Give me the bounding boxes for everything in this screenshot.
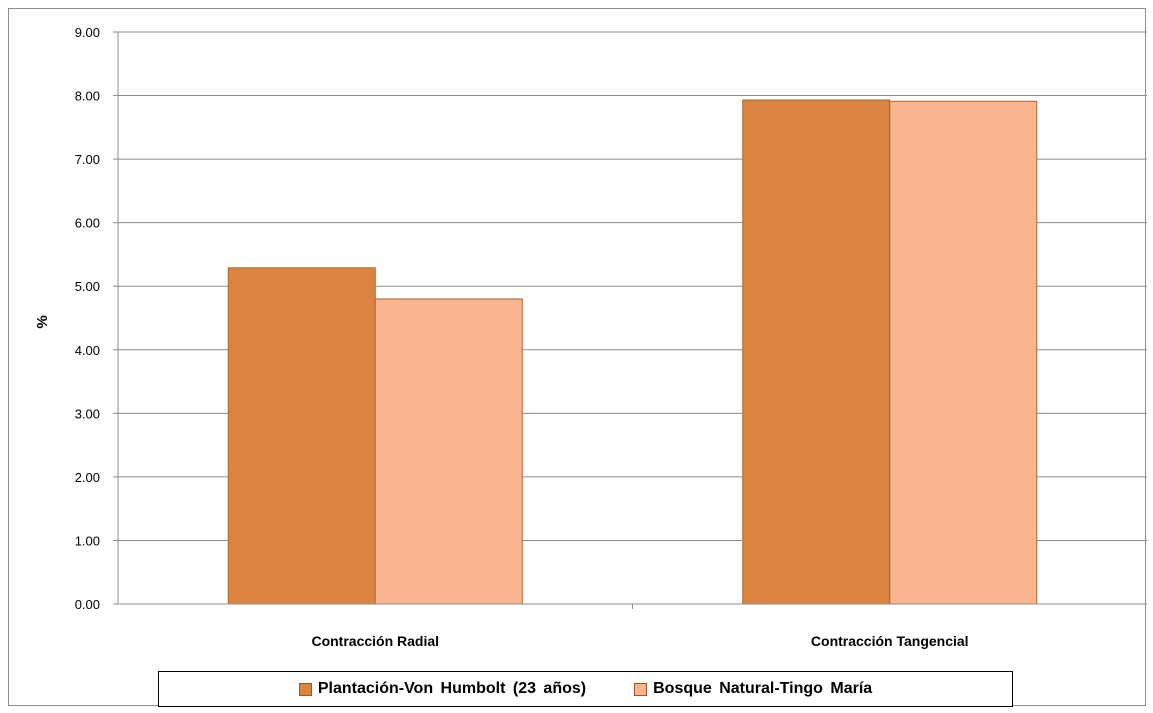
y-tick-label: 4.00 — [75, 343, 100, 358]
axes — [117, 32, 1147, 609]
y-tick-label: 7.00 — [75, 152, 100, 167]
y-axis-ticks: 0.00 1.00 2.00 3.00 4.00 5.00 6.00 7.00 8.00 9.00 — [75, 25, 118, 612]
legend-label-bosque: Bosque Natural-Tingo María — [653, 680, 873, 697]
bar-bosque-1 — [889, 100, 1038, 605]
bar-bosque-0 — [374, 298, 523, 605]
legend-item-bosque: Bosque Natural-Tingo María — [634, 680, 872, 698]
y-tick-label: 1.00 — [75, 533, 100, 548]
legend-swatch-plantacion — [298, 682, 312, 696]
bars — [227, 99, 1038, 605]
y-tick-label: 3.00 — [75, 406, 100, 421]
legend-label-plantacion: Plantación-Von Humbolt (23 años) — [317, 680, 587, 697]
y-tick-label: 0.00 — [75, 597, 100, 612]
x-category-label: Contracción Radial — [311, 633, 439, 649]
y-tick-label: 5.00 — [75, 279, 100, 294]
x-category-label: Contracción Tangencial — [811, 633, 969, 649]
legend: Plantación-Von Humbolt (23 años) Bosque … — [158, 671, 1013, 707]
legend-swatch-bosque — [634, 682, 648, 696]
y-tick-label: 8.00 — [75, 89, 100, 104]
bar-plantacion-1 — [742, 99, 891, 605]
y-tick-label: 6.00 — [75, 216, 100, 231]
legend-item-plantacion: Plantación-Von Humbolt (23 años) — [298, 680, 587, 698]
y-tick-label: 9.00 — [75, 25, 100, 40]
x-axis-categories: Contracción Radial Contracción Tangencial — [311, 633, 968, 649]
y-axis-label: % — [34, 315, 51, 328]
bar-plantacion-0 — [227, 267, 376, 605]
y-tick-label: 2.00 — [75, 470, 100, 485]
